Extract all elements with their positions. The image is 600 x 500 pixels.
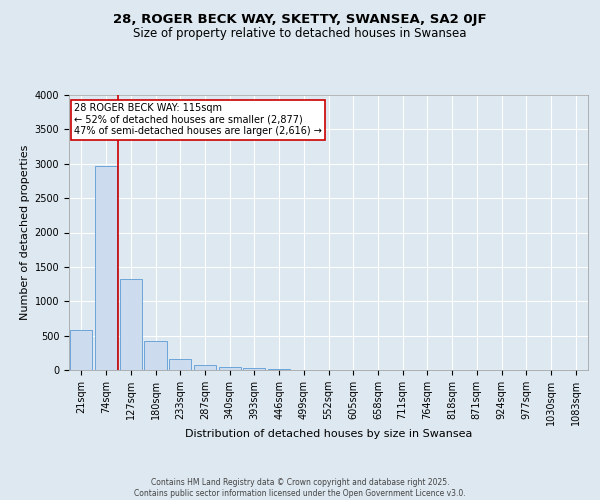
Bar xyxy=(95,166,117,370)
Bar xyxy=(169,359,191,370)
Bar xyxy=(268,368,290,370)
Bar xyxy=(70,330,92,370)
Text: Size of property relative to detached houses in Swansea: Size of property relative to detached ho… xyxy=(133,28,467,40)
Bar xyxy=(243,368,265,370)
X-axis label: Distribution of detached houses by size in Swansea: Distribution of detached houses by size … xyxy=(185,429,472,439)
Bar xyxy=(119,278,142,370)
Bar xyxy=(145,341,167,370)
Bar xyxy=(218,367,241,370)
Y-axis label: Number of detached properties: Number of detached properties xyxy=(20,145,31,320)
Text: 28 ROGER BECK WAY: 115sqm
← 52% of detached houses are smaller (2,877)
47% of se: 28 ROGER BECK WAY: 115sqm ← 52% of detac… xyxy=(74,104,322,136)
Text: Contains HM Land Registry data © Crown copyright and database right 2025.
Contai: Contains HM Land Registry data © Crown c… xyxy=(134,478,466,498)
Text: 28, ROGER BECK WAY, SKETTY, SWANSEA, SA2 0JF: 28, ROGER BECK WAY, SKETTY, SWANSEA, SA2… xyxy=(113,12,487,26)
Bar xyxy=(194,364,216,370)
